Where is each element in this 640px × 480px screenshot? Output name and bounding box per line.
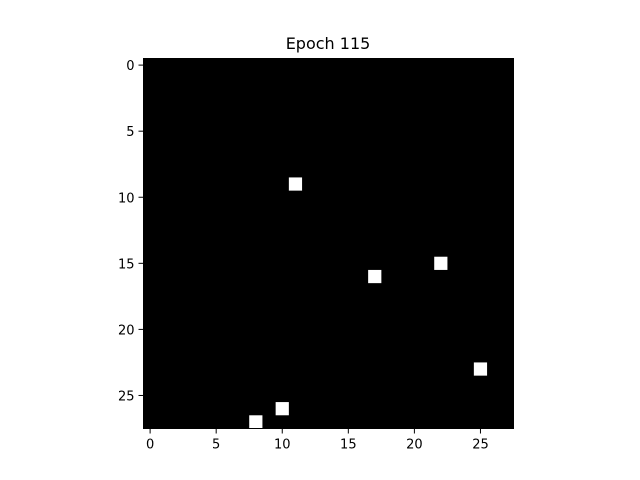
y-tick-label: 15 <box>118 257 135 272</box>
heatmap-cell-on <box>473 362 488 376</box>
chart-title: Epoch 115 <box>286 34 371 53</box>
y-tick-label: 10 <box>118 191 135 206</box>
heatmap-cell-on <box>368 269 382 284</box>
y-tick-label: 0 <box>126 59 134 74</box>
x-tick-label: 15 <box>340 438 357 453</box>
y-tick-label: 5 <box>126 125 134 140</box>
heatmap-cell-on <box>275 402 289 416</box>
heatmap-cell-on <box>434 256 448 270</box>
heatmap-cell-on <box>249 415 263 429</box>
y-axis: 0 5 10 15 20 25 <box>118 59 144 404</box>
x-tick-label: 5 <box>212 438 220 453</box>
heatmap-background <box>143 58 514 429</box>
x-axis: 0 5 10 15 20 25 <box>146 428 489 453</box>
y-tick-label: 25 <box>118 389 135 404</box>
x-tick-label: 25 <box>472 438 489 453</box>
plot-frame <box>143 58 514 429</box>
plot-area <box>143 58 514 429</box>
x-tick-label: 0 <box>146 438 154 453</box>
x-tick-label: 20 <box>406 438 423 453</box>
y-tick-label: 20 <box>118 323 135 338</box>
x-tick-label: 10 <box>274 438 291 453</box>
heatmap-cell-on <box>288 177 303 191</box>
